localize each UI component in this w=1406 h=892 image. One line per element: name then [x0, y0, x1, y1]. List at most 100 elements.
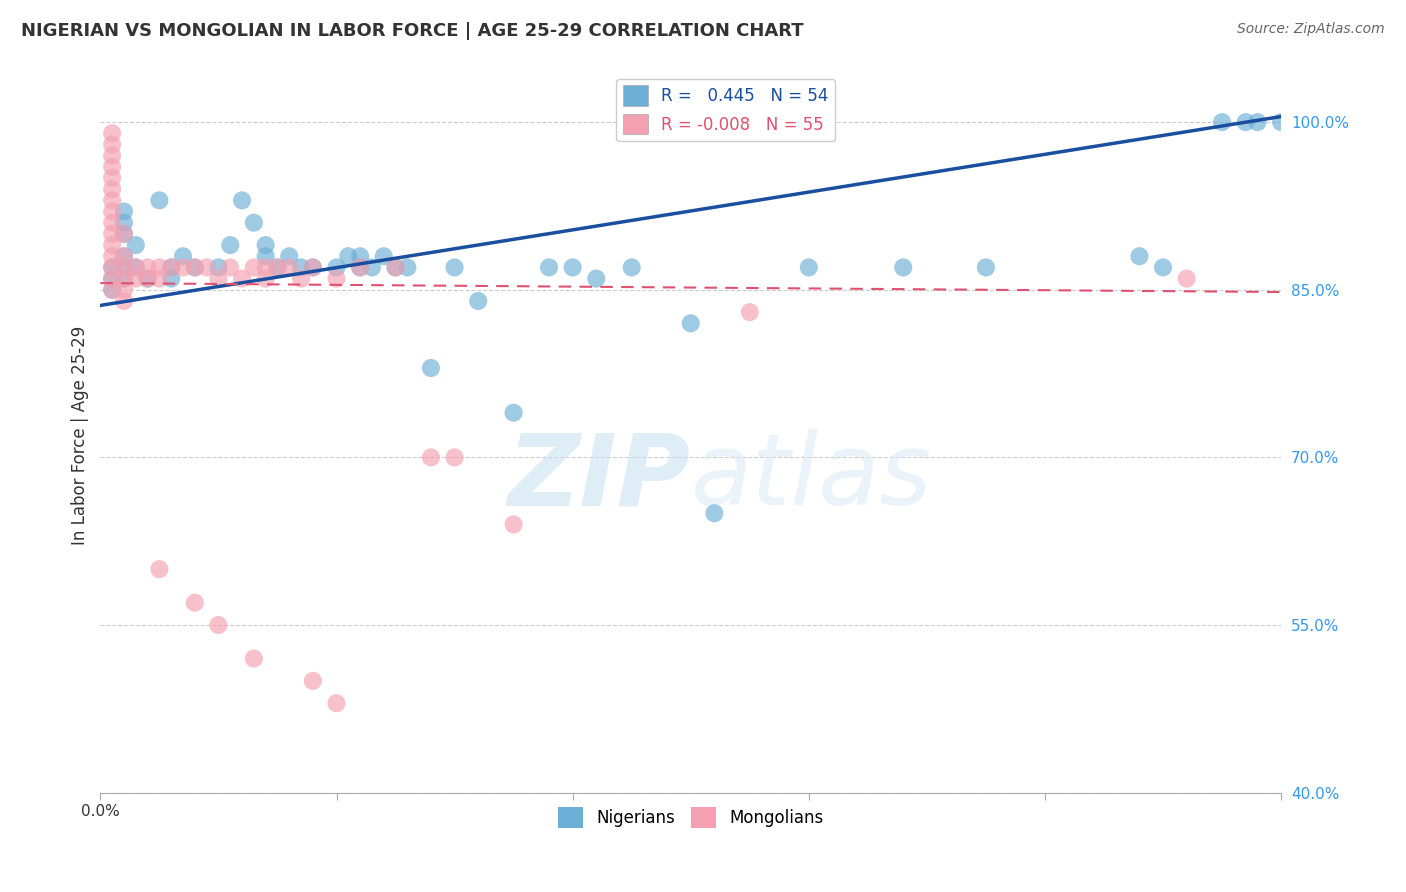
- Legend: Nigerians, Mongolians: Nigerians, Mongolians: [551, 801, 831, 834]
- Point: [254, 271, 277, 285]
- Point: [278, 260, 301, 275]
- Point: [1152, 260, 1174, 275]
- Point: [266, 260, 288, 275]
- Point: [502, 517, 524, 532]
- Point: [290, 271, 312, 285]
- Y-axis label: In Labor Force | Age 25-29: In Labor Force | Age 25-29: [72, 326, 89, 545]
- Point: [148, 271, 170, 285]
- Point: [101, 194, 124, 208]
- Point: [1211, 115, 1233, 129]
- Point: [219, 260, 242, 275]
- Point: [254, 249, 277, 263]
- Point: [101, 149, 124, 163]
- Point: [101, 171, 124, 186]
- Point: [101, 238, 124, 252]
- Point: [148, 562, 170, 576]
- Point: [184, 596, 207, 610]
- Point: [420, 450, 443, 465]
- Point: [125, 238, 148, 252]
- Point: [125, 260, 148, 275]
- Point: [172, 249, 194, 263]
- Point: [148, 194, 170, 208]
- Point: [891, 260, 914, 275]
- Point: [136, 271, 159, 285]
- Point: [160, 271, 183, 285]
- Point: [679, 316, 702, 330]
- Point: [738, 305, 761, 319]
- Point: [349, 260, 371, 275]
- Point: [125, 271, 148, 285]
- Point: [112, 227, 135, 241]
- Text: NIGERIAN VS MONGOLIAN IN LABOR FORCE | AGE 25-29 CORRELATION CHART: NIGERIAN VS MONGOLIAN IN LABOR FORCE | A…: [21, 22, 804, 40]
- Point: [112, 260, 135, 275]
- Point: [101, 160, 124, 174]
- Point: [561, 260, 583, 275]
- Point: [184, 260, 207, 275]
- Point: [302, 260, 325, 275]
- Point: [112, 293, 135, 308]
- Point: [1128, 249, 1150, 263]
- Text: atlas: atlas: [690, 429, 932, 526]
- Point: [1175, 271, 1198, 285]
- Text: Source: ZipAtlas.com: Source: ZipAtlas.com: [1237, 22, 1385, 37]
- Point: [112, 249, 135, 263]
- Point: [254, 260, 277, 275]
- Point: [101, 271, 124, 285]
- Point: [502, 406, 524, 420]
- Point: [136, 260, 159, 275]
- Point: [443, 450, 465, 465]
- Point: [373, 249, 395, 263]
- Point: [325, 696, 347, 710]
- Point: [1234, 115, 1257, 129]
- Point: [302, 260, 325, 275]
- Point: [231, 194, 253, 208]
- Point: [101, 182, 124, 196]
- Point: [585, 271, 607, 285]
- Point: [101, 283, 124, 297]
- Point: [396, 260, 419, 275]
- Point: [467, 293, 489, 308]
- Point: [112, 283, 135, 297]
- Point: [101, 137, 124, 152]
- Point: [112, 204, 135, 219]
- Point: [160, 260, 183, 275]
- Point: [112, 227, 135, 241]
- Point: [384, 260, 406, 275]
- Point: [136, 271, 159, 285]
- Point: [337, 249, 360, 263]
- Point: [361, 260, 384, 275]
- Point: [349, 249, 371, 263]
- Point: [302, 673, 325, 688]
- Point: [172, 260, 194, 275]
- Point: [325, 260, 347, 275]
- Point: [112, 271, 135, 285]
- Point: [101, 227, 124, 241]
- Point: [101, 260, 124, 275]
- Text: ZIP: ZIP: [508, 429, 690, 526]
- Point: [443, 260, 465, 275]
- Point: [112, 260, 135, 275]
- Point: [797, 260, 820, 275]
- Point: [278, 249, 301, 263]
- Point: [148, 260, 170, 275]
- Point: [101, 260, 124, 275]
- Point: [125, 260, 148, 275]
- Point: [349, 260, 371, 275]
- Point: [219, 238, 242, 252]
- Point: [420, 361, 443, 376]
- Point: [620, 260, 643, 275]
- Point: [1270, 115, 1292, 129]
- Point: [101, 283, 124, 297]
- Point: [207, 271, 229, 285]
- Point: [1246, 115, 1268, 129]
- Point: [703, 506, 725, 520]
- Point: [112, 271, 135, 285]
- Point: [112, 216, 135, 230]
- Point: [101, 216, 124, 230]
- Point: [231, 271, 253, 285]
- Point: [101, 271, 124, 285]
- Point: [207, 618, 229, 632]
- Point: [184, 260, 207, 275]
- Point: [290, 260, 312, 275]
- Point: [207, 260, 229, 275]
